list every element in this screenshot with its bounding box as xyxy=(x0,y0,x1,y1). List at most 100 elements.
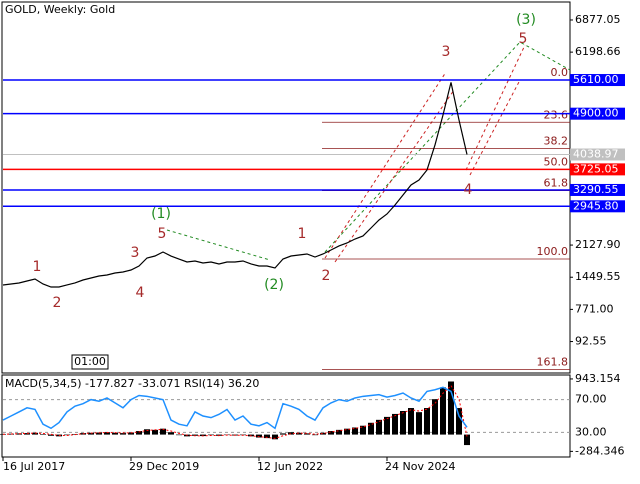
macd-bar xyxy=(40,433,46,435)
chart-title: GOLD, Weekly: Gold xyxy=(5,3,115,16)
macd-bar xyxy=(456,408,462,435)
wave-label: 1 xyxy=(33,259,42,275)
x-tick-label: 12 Jun 2022 xyxy=(257,460,323,473)
macd-bar xyxy=(368,422,374,435)
wave-label: (1) xyxy=(151,206,171,222)
macd-bar xyxy=(256,434,262,438)
y-tick-label: 771.00 xyxy=(575,302,614,315)
fib-label: 161.8 xyxy=(537,356,569,369)
y-tick-label: 92.55 xyxy=(575,335,607,348)
macd-bar xyxy=(384,416,390,435)
macd-bar xyxy=(408,408,414,435)
level-label: 5610.00 xyxy=(573,73,619,86)
macd-bar xyxy=(320,432,326,435)
macd-bar xyxy=(336,429,342,435)
fib-label: 0.0 xyxy=(551,66,569,79)
macd-bar xyxy=(304,433,310,435)
wave-line xyxy=(324,71,447,259)
macd-bar xyxy=(88,432,94,435)
wave-label: 5 xyxy=(158,226,167,242)
x-tick-label: 24 Nov 2024 xyxy=(385,460,455,473)
wave-label: 3 xyxy=(442,44,451,60)
y-tick-label: 6877.05 xyxy=(575,13,621,26)
level-box xyxy=(570,107,625,120)
y-tick-label: 6198.66 xyxy=(575,45,621,58)
wave-label: (2) xyxy=(264,277,284,293)
y2-tick-label: 30.00 xyxy=(575,425,607,438)
macd-bar xyxy=(168,432,174,435)
macd-bar xyxy=(360,425,366,435)
wave-line xyxy=(324,41,571,253)
macd-bar xyxy=(416,412,422,435)
macd-bar xyxy=(104,432,110,435)
macd-bar xyxy=(24,433,30,435)
indicator-pane xyxy=(1,374,571,458)
level-label: 4900.00 xyxy=(573,107,619,120)
fib-label: 100.0 xyxy=(537,245,569,258)
price-line xyxy=(2,82,468,288)
macd-bar xyxy=(352,427,358,435)
macd-bar xyxy=(392,413,398,435)
time-box xyxy=(71,354,109,370)
macd-bar xyxy=(424,408,430,435)
x-tick-label: 16 Jul 2017 xyxy=(3,460,65,473)
y2-tick-label: 70.00 xyxy=(575,393,607,406)
time-label: 01:00 xyxy=(74,355,106,368)
macd-bar xyxy=(272,434,278,440)
macd-bar xyxy=(344,428,350,435)
macd-bar xyxy=(376,419,382,435)
wave-label: 3 xyxy=(131,245,140,261)
fib-label: 61.8 xyxy=(544,177,569,190)
x-tick-label: 29 Dec 2019 xyxy=(129,460,199,473)
wave-line xyxy=(465,44,526,171)
wave-lines xyxy=(166,41,571,263)
level-box xyxy=(570,200,625,213)
macd-bar xyxy=(208,434,214,436)
y-tick-label: 1449.55 xyxy=(575,270,621,283)
macd-bar xyxy=(48,434,54,436)
macd-bar xyxy=(96,432,102,435)
macd-bar xyxy=(328,431,334,435)
wave-label: (3) xyxy=(516,12,536,28)
fib-label: 38.2 xyxy=(544,134,569,147)
y-tick-label: 2127.90 xyxy=(575,238,621,251)
signal-line xyxy=(2,384,468,439)
macd-bar xyxy=(288,432,294,435)
current-price-box xyxy=(570,148,625,161)
y-tick-label: -284.346 xyxy=(575,444,624,457)
macd-bar xyxy=(64,434,70,436)
macd-bar xyxy=(32,432,38,435)
fib-label: 23.6 xyxy=(544,108,569,121)
macd-bar xyxy=(144,429,150,435)
macd-bar xyxy=(464,434,470,446)
macd-bar xyxy=(312,434,318,436)
level-label: 2945.80 xyxy=(573,199,619,212)
macd-bar xyxy=(432,399,438,435)
macd-bar xyxy=(152,429,158,435)
macd-bar xyxy=(192,434,198,436)
level-label: 3725.05 xyxy=(573,162,619,175)
wave-label: 2 xyxy=(322,268,331,284)
macd-bar xyxy=(136,431,142,435)
macd-bar xyxy=(280,433,286,435)
wave-label: 5 xyxy=(519,31,528,47)
main-layer: 6877.05 6198.66 2127.90 1449.55 771.00 92.55 0… xyxy=(0,12,625,473)
wave-label: 2 xyxy=(53,295,62,311)
macd-bar xyxy=(400,410,406,435)
wave-label: 4 xyxy=(136,285,145,301)
macd-bar xyxy=(448,381,454,435)
macd-bar xyxy=(112,432,118,435)
macd-bar xyxy=(176,434,182,436)
macd-bar xyxy=(120,433,126,435)
macd-bar xyxy=(200,434,206,437)
y-tick-label: 943.154 xyxy=(575,372,621,385)
rsi-line xyxy=(2,386,468,430)
wave-line xyxy=(334,89,455,263)
macd-bar xyxy=(8,433,14,435)
level-box xyxy=(570,163,625,176)
main-pane xyxy=(1,1,571,374)
macd-bar xyxy=(296,432,302,435)
current-price-label: 4038.97 xyxy=(573,147,619,160)
fib-label: 50.0 xyxy=(544,156,569,169)
